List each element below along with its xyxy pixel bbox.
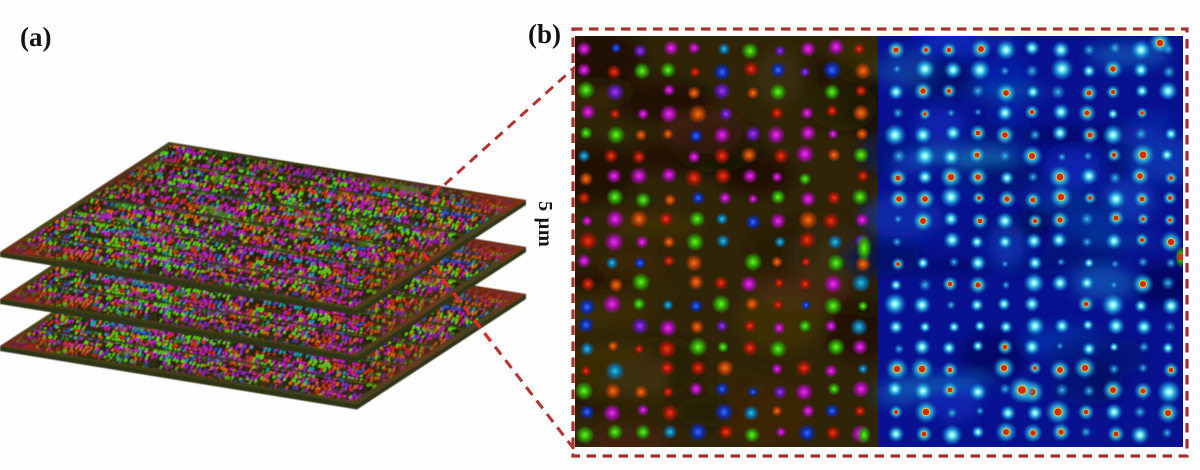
svg-text:(a): (a) (20, 22, 51, 52)
svg-text:(b): (b) (528, 19, 561, 49)
svg-text:5 μm: 5 μm (534, 201, 556, 247)
